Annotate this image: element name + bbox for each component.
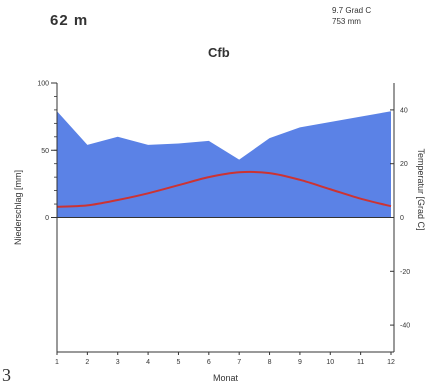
y-axis-left-title: Niederschlag [mm] [13, 170, 23, 245]
right-tick-label: 0 [400, 215, 404, 222]
x-tick-label: 3 [116, 359, 120, 366]
temperature-line [56, 170, 392, 208]
x-tick-label: 2 [85, 359, 89, 366]
elevation-label: 62 m [50, 12, 89, 29]
x-tick-label: 10 [326, 359, 334, 366]
right-tick-label: -40 [400, 323, 410, 330]
x-tick-label: 8 [268, 359, 272, 366]
right-axis-ticks: 40 20 0 -20 -40 [390, 107, 410, 330]
mean-temperature: 9.7 Grad C [332, 6, 372, 15]
x-tick-label: 4 [146, 359, 150, 366]
precipitation-area [57, 111, 391, 218]
x-tick-label: 9 [298, 359, 302, 366]
figure-number: 3 [2, 365, 11, 385]
annual-precipitation: 753 mm [332, 17, 361, 26]
right-tick-label: 40 [400, 107, 408, 114]
x-axis-title: Monat [213, 373, 239, 383]
right-tick-label: -20 [400, 269, 410, 276]
climate-stats: 9.7 Grad C 753 mm [332, 5, 371, 27]
left-tick-label: 50 [41, 148, 49, 155]
right-tick-label: 20 [400, 161, 408, 168]
y-axis-right-title: Temperatur [Grad C] [416, 148, 426, 230]
x-tick-label: 1 [55, 359, 59, 366]
left-axis-ticks: 100 50 0 [37, 81, 57, 222]
chart-title: Cfb [208, 45, 230, 60]
x-tick-label: 5 [177, 359, 181, 366]
x-tick-label: 12 [387, 359, 395, 366]
x-tick-label: 7 [237, 359, 241, 366]
left-tick-label: 0 [45, 215, 49, 222]
x-tick-label: 11 [357, 359, 364, 366]
x-axis-ticks: 1 2 3 4 5 6 7 8 9 10 11 12 [55, 352, 395, 366]
left-tick-label: 100 [37, 81, 49, 88]
x-tick-label: 6 [207, 359, 211, 366]
